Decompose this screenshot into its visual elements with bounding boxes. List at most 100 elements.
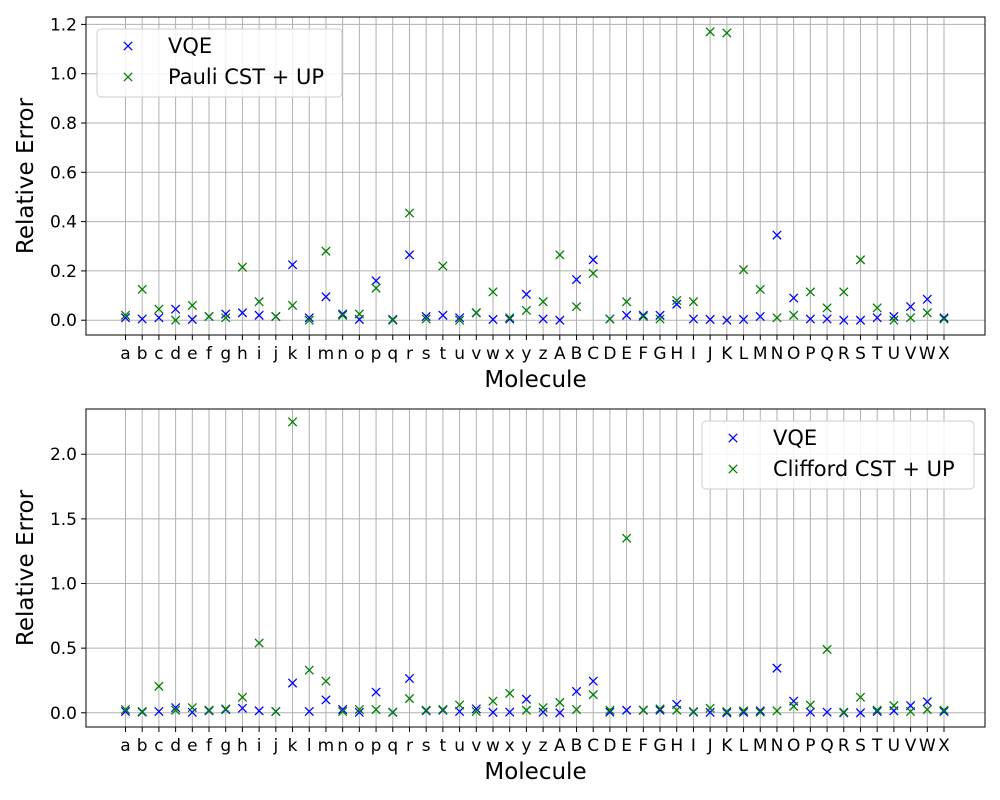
data-point	[822, 707, 832, 717]
data-point	[221, 704, 231, 714]
data-point	[187, 702, 197, 713]
x-tick-label: S	[855, 736, 866, 756]
y-axis-label: Relative Error	[13, 97, 39, 254]
x-tick-label: q	[387, 736, 398, 756]
x-tick-label: k	[288, 344, 298, 364]
data-point	[755, 706, 765, 716]
x-tick-label: c	[154, 344, 163, 364]
x-tick-label: R	[838, 736, 850, 756]
data-point	[722, 315, 732, 325]
data-point	[187, 300, 197, 311]
x-tick-label: v	[471, 736, 481, 756]
x-tick-label: z	[539, 344, 548, 364]
data-point	[521, 705, 532, 715]
data-point	[538, 297, 548, 307]
data-point	[705, 707, 715, 718]
data-point	[805, 700, 816, 710]
data-point	[538, 707, 548, 717]
data-point	[922, 294, 932, 304]
data-point	[287, 300, 298, 311]
data-point	[221, 309, 231, 319]
data-point	[438, 704, 448, 715]
data-point	[421, 705, 431, 715]
x-tick-label: l	[307, 344, 312, 364]
data-point	[388, 707, 398, 717]
data-point	[605, 705, 615, 715]
data-point	[120, 313, 131, 323]
x-tick-label: T	[871, 344, 883, 364]
data-point	[471, 308, 481, 318]
x-tick-label: i	[257, 344, 262, 364]
data-point	[321, 246, 331, 256]
data-point	[588, 255, 598, 265]
x-tick-label: u	[454, 736, 465, 756]
data-point	[672, 299, 682, 309]
data-point	[822, 644, 832, 655]
data-point	[738, 314, 749, 325]
x-tick-label: r	[406, 736, 413, 756]
data-point	[237, 308, 248, 318]
x-tick-label: z	[539, 736, 548, 756]
x-tick-label: j	[272, 344, 278, 364]
data-point	[471, 706, 481, 717]
x-tick-label: g	[220, 736, 231, 756]
data-point	[154, 681, 164, 691]
x-tick-label: L	[739, 736, 749, 756]
data-point	[271, 311, 281, 322]
axes-frame	[85, 408, 986, 728]
x-tick-label: t	[440, 344, 447, 364]
data-point	[789, 293, 799, 303]
data-point	[638, 310, 648, 320]
data-point	[855, 315, 866, 325]
x-tick-label: i	[257, 736, 262, 756]
x-tick-label: O	[787, 344, 800, 364]
data-point	[521, 694, 532, 704]
data-point	[939, 314, 949, 324]
data-point	[722, 28, 732, 38]
data-point	[688, 314, 699, 324]
data-point	[371, 283, 381, 293]
data-point	[438, 310, 448, 320]
data-point	[555, 708, 565, 718]
data-point	[805, 314, 816, 324]
x-tick-label: K	[721, 736, 733, 756]
data-point	[621, 705, 632, 715]
y-tick-label: 0.5	[50, 639, 77, 659]
data-point	[321, 292, 331, 302]
data-point	[722, 708, 732, 718]
data-point	[655, 704, 665, 714]
x-tick-label: I	[691, 344, 696, 364]
data-point	[738, 265, 749, 275]
x-tick-label: B	[571, 736, 583, 756]
data-point	[505, 688, 515, 699]
x-tick-label: n	[337, 736, 348, 756]
data-point	[755, 707, 765, 717]
data-point	[621, 310, 632, 320]
x-tick-label: e	[187, 344, 197, 364]
data-point	[488, 696, 498, 706]
x-tick-label: T	[871, 736, 883, 756]
x-tick-label: m	[318, 736, 335, 756]
x-tick-label: d	[170, 344, 181, 364]
data-point	[538, 702, 548, 713]
series-2	[120, 27, 949, 325]
x-tick-label: M	[753, 344, 768, 364]
x-tick-label: C	[587, 736, 599, 756]
data-point	[421, 311, 431, 322]
x-tick-label: G	[653, 344, 666, 364]
x-tick-label: H	[670, 344, 683, 364]
data-point	[889, 311, 899, 322]
x-tick-label: w	[486, 736, 500, 756]
data-point	[822, 314, 832, 324]
data-point	[922, 697, 932, 707]
data-point	[905, 313, 916, 323]
x-tick-label: a	[120, 344, 130, 364]
data-point	[521, 305, 532, 316]
data-point	[722, 706, 732, 717]
x-tick-label: I	[691, 736, 696, 756]
data-point	[221, 313, 231, 323]
data-point	[621, 297, 632, 307]
x-tick-label: h	[237, 344, 248, 364]
x-tick-label: U	[888, 344, 900, 364]
